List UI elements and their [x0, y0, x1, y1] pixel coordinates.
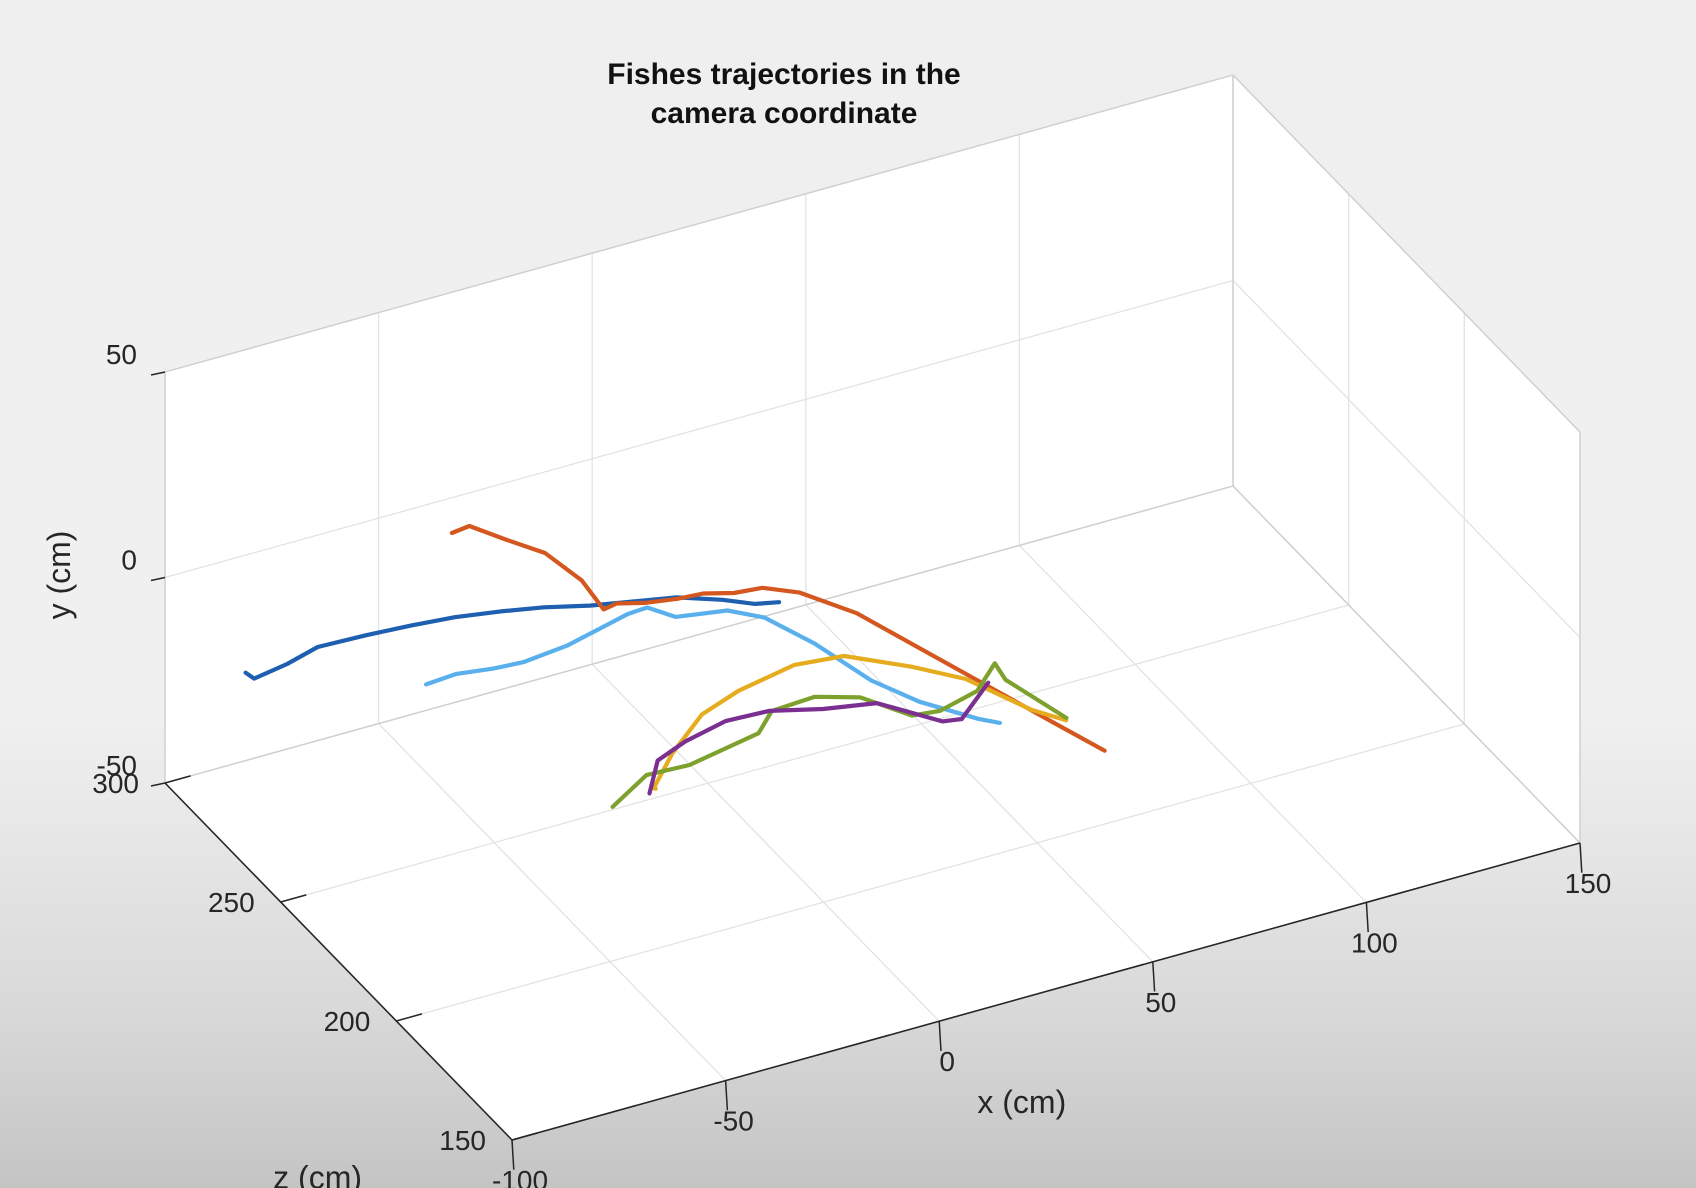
- z-tick-label: 300: [92, 768, 139, 799]
- z-tick: [280, 894, 307, 903]
- grid-line-x-floor: [1018, 544, 1367, 903]
- x-tick-label: 150: [1565, 868, 1612, 899]
- trajectory-line-6: [647, 680, 991, 796]
- x-axis-line: [511, 842, 1581, 1141]
- chart-title-line-1: Fishes trajectories in the: [607, 58, 961, 91]
- x-tick-label: -50: [713, 1106, 753, 1137]
- x-tick-label: 0: [939, 1046, 955, 1077]
- x-tick-label: 50: [1145, 987, 1176, 1018]
- z-axis-line: [164, 782, 513, 1141]
- box-edge: [164, 74, 1234, 373]
- z-tick: [164, 775, 191, 784]
- z-tick-label: 250: [208, 887, 255, 918]
- grid-line-z-floor: [280, 604, 1349, 903]
- z-tick-label: 200: [324, 1006, 371, 1037]
- z-axis-label: z (cm): [273, 1160, 362, 1188]
- x-tick: [1152, 961, 1156, 992]
- axes-panes: [165, 75, 1580, 1140]
- box-edge: [164, 485, 1234, 784]
- trajectory-line-5: [610, 661, 1069, 810]
- y-tick-label: -50: [97, 750, 137, 781]
- grid-line-x-floor: [378, 723, 727, 1082]
- x-tick: [511, 1139, 515, 1170]
- y-axis-label: y (cm): [41, 531, 77, 620]
- y-tick-label: 50: [106, 339, 137, 370]
- x-tick-label: 100: [1351, 927, 1398, 958]
- z-tick-label: 150: [439, 1125, 486, 1156]
- grid-line-z-floor: [396, 723, 1465, 1022]
- tick-marks: [150, 371, 1583, 1170]
- x-tick: [938, 1021, 942, 1051]
- y-tick: [150, 576, 166, 582]
- z-tick: [511, 1132, 538, 1141]
- chart-title-line-2: camera coordinate: [650, 97, 918, 130]
- trajectory-line-2: [449, 523, 1107, 753]
- box-edge: [1232, 74, 1581, 433]
- grid-line-y-right: [1232, 280, 1581, 638]
- grid-line-x-floor: [591, 663, 940, 1022]
- x-axis-label: x (cm): [977, 1084, 1066, 1120]
- grid-line-y-back: [164, 279, 1234, 579]
- floor-pane: [165, 486, 1580, 1140]
- grid-line-x-floor: [805, 604, 1154, 963]
- trajectory-line-4: [651, 653, 1069, 791]
- x-tick: [1579, 842, 1583, 873]
- axis-lines: [164, 74, 1581, 1141]
- y-tick-label: 0: [121, 545, 137, 576]
- z-tick: [396, 1013, 423, 1022]
- y-tick: [150, 371, 166, 376]
- x-tick: [1365, 902, 1369, 933]
- box-edge: [1232, 485, 1581, 844]
- x-tick-label: -100: [492, 1165, 548, 1188]
- trajectory-line-3: [424, 605, 1003, 726]
- x-tick: [724, 1080, 729, 1111]
- trajectory-series: [243, 523, 1107, 810]
- y-tick: [150, 782, 166, 787]
- trajectory-line-1: [243, 595, 782, 681]
